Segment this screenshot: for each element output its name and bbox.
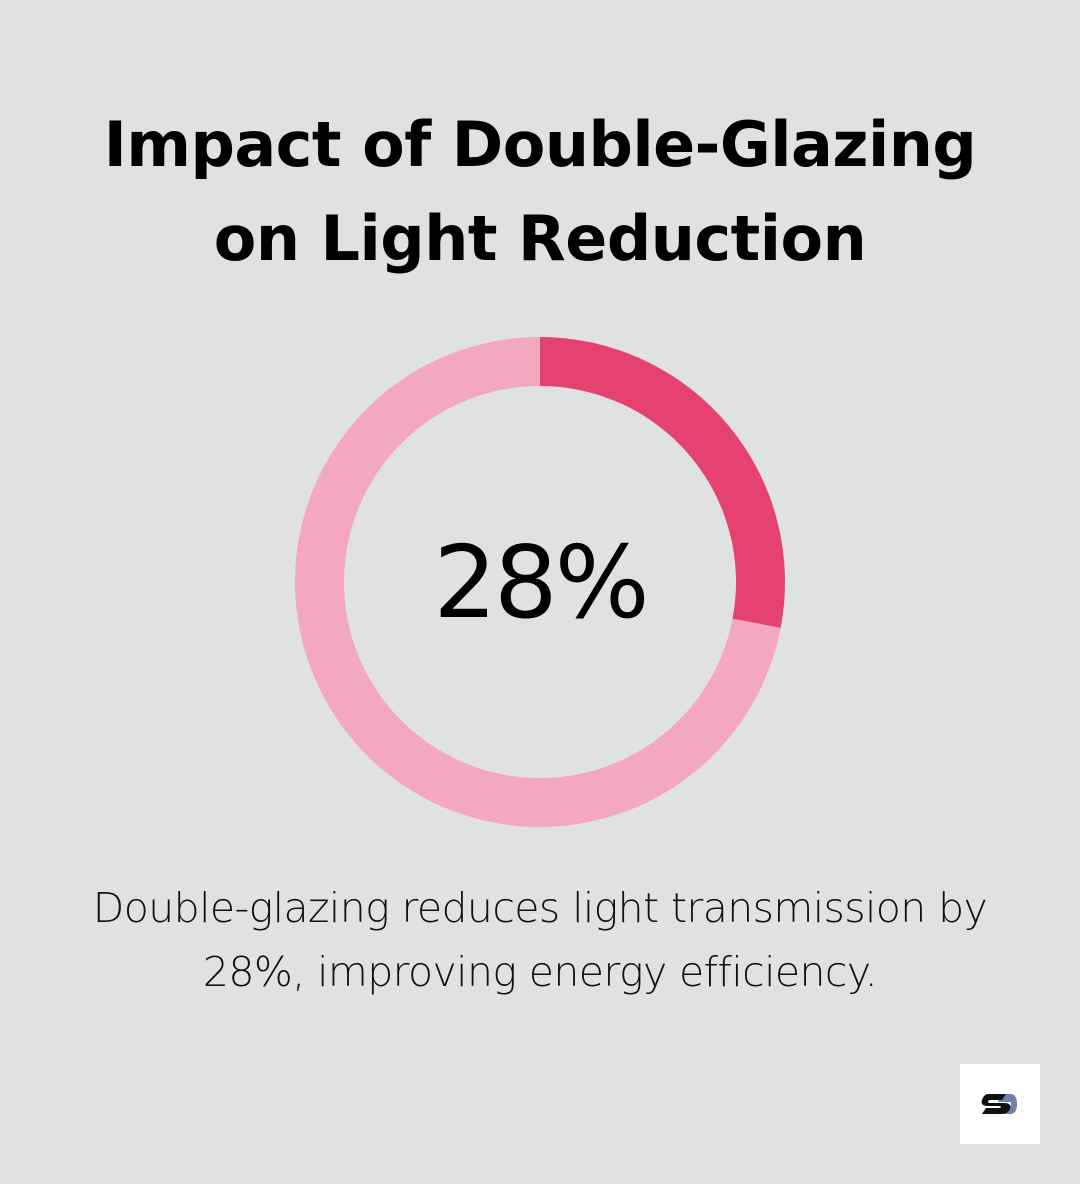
chart-title-line-2: on Light Reduction <box>213 202 867 275</box>
s-logo-icon <box>981 1094 1017 1114</box>
chart-caption-line-2: 28%, improving energy efficiency. <box>202 948 878 996</box>
brand-logo <box>960 1064 1040 1144</box>
chart-caption: Double-glazing reduces light transmissio… <box>30 876 1050 1004</box>
chart-caption-line-1: Double-glazing reduces light transmissio… <box>92 884 988 932</box>
donut-slice-highlight <box>540 337 785 628</box>
chart-title-line-1: Impact of Double-Glazing <box>103 108 977 181</box>
chart-title: Impact of Double-Glazing on Light Reduct… <box>0 98 1080 286</box>
donut-chart <box>294 337 785 827</box>
donut-center-value: 28% <box>433 523 649 641</box>
